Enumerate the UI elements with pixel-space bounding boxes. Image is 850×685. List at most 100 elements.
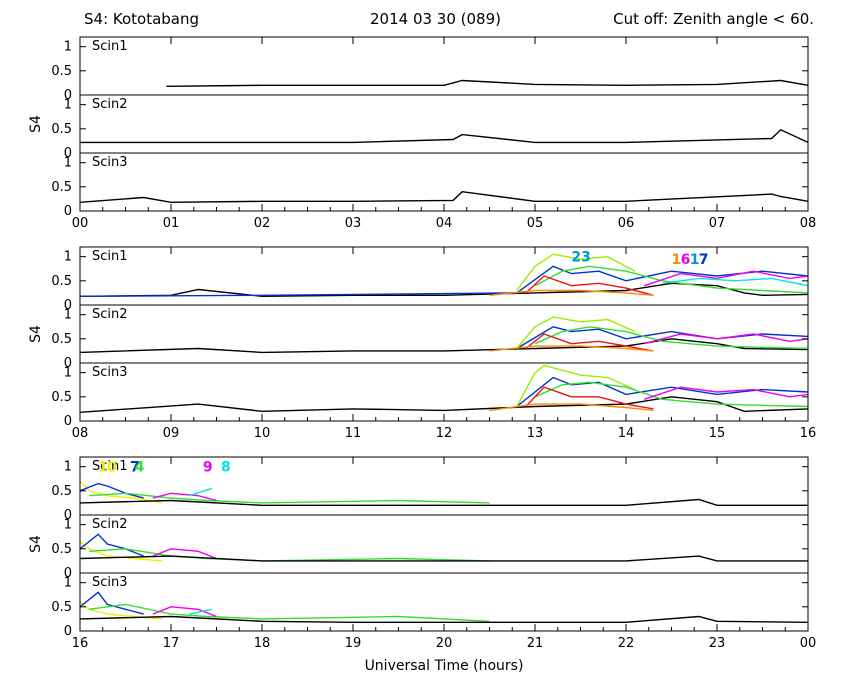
x-tick-label: 00 bbox=[72, 216, 89, 231]
series-line-g2-13 bbox=[89, 603, 490, 622]
series-line-g1-6 bbox=[643, 270, 809, 287]
series-line-g1-0 bbox=[79, 282, 809, 298]
y-tick-label: 0 bbox=[64, 88, 72, 103]
x-tick-label: 15 bbox=[709, 426, 726, 441]
x-tick-label: 18 bbox=[254, 636, 271, 651]
panel-frame bbox=[79, 94, 809, 154]
y-tick-label: 0.5 bbox=[51, 122, 72, 137]
panel-frame bbox=[79, 304, 809, 364]
series-line-g2-10 bbox=[79, 555, 808, 562]
x-tick-label: 03 bbox=[345, 216, 362, 231]
series-line-g1-18 bbox=[534, 381, 809, 408]
series-line-g0-1 bbox=[80, 128, 809, 144]
y-tick-label: 0 bbox=[64, 298, 72, 313]
series-line-g2-14 bbox=[152, 606, 217, 618]
series-line-g1-3 bbox=[534, 265, 809, 294]
x-tick-label: 02 bbox=[254, 216, 271, 231]
x-tick-label: 00 bbox=[800, 636, 817, 651]
series-line-g2-4 bbox=[188, 487, 213, 497]
series-line-g2-3 bbox=[152, 492, 217, 502]
x-tick-label: 22 bbox=[618, 636, 635, 651]
series-line-g2-2 bbox=[89, 492, 490, 504]
x-tick-label: 20 bbox=[436, 636, 453, 651]
y-tick-label: 1 bbox=[64, 98, 72, 113]
panel-frame bbox=[79, 456, 809, 516]
x-tick-label: 10 bbox=[254, 426, 271, 441]
y-tick-label: 1 bbox=[64, 250, 72, 265]
series-line-g2-9 bbox=[152, 548, 217, 560]
series-line-g2-12 bbox=[79, 591, 144, 615]
y-tick-label: 0.5 bbox=[51, 390, 72, 405]
prn-label: 7 bbox=[130, 460, 140, 476]
series-line-g1-11 bbox=[534, 326, 809, 350]
y-tick-label: 0 bbox=[64, 146, 72, 161]
series-line-g1-7 bbox=[662, 277, 809, 287]
series-line-g1-5 bbox=[489, 289, 654, 296]
series-line-g1-19 bbox=[525, 386, 654, 410]
series-line-g1-2 bbox=[516, 253, 636, 291]
y-tick-label: 1 bbox=[64, 576, 72, 591]
y-tick-label: 1 bbox=[64, 366, 72, 381]
series-line-g2-5 bbox=[79, 498, 808, 506]
x-tick-label: 19 bbox=[345, 636, 362, 651]
x-tick-label: 23 bbox=[709, 636, 726, 651]
series-line-g1-1 bbox=[79, 265, 809, 297]
x-tick-label: 05 bbox=[527, 216, 544, 231]
scin-label: Scin2 bbox=[92, 97, 128, 112]
series-line-g2-0 bbox=[79, 480, 163, 504]
x-tick-label: 14 bbox=[618, 426, 635, 441]
x-tick-label: 17 bbox=[163, 636, 180, 651]
prn-label: 0 bbox=[107, 460, 117, 476]
series-line-g0-0 bbox=[166, 79, 809, 87]
y-tick-label: 0 bbox=[64, 624, 72, 639]
y-tick-label: 1 bbox=[64, 518, 72, 533]
prn-label: 7 bbox=[699, 252, 709, 268]
series-line-g1-13 bbox=[489, 345, 654, 352]
y-tick-label: 1 bbox=[64, 460, 72, 475]
cutoff-title: Cut off: Zenith angle < 60. bbox=[613, 10, 814, 28]
y-tick-label: 0.5 bbox=[51, 484, 72, 499]
x-tick-label: 04 bbox=[436, 216, 453, 231]
x-tick-label: 01 bbox=[163, 216, 180, 231]
series-line-g1-14 bbox=[644, 333, 809, 345]
series-line-g2-15 bbox=[189, 608, 213, 615]
y-tick-label: 1 bbox=[64, 156, 72, 171]
series-line-g2-16 bbox=[79, 615, 809, 623]
series-line-g2-6 bbox=[79, 541, 162, 562]
x-tick-label: 16 bbox=[800, 426, 817, 441]
y-tick-label: 0 bbox=[64, 508, 72, 523]
x-tick-label: 06 bbox=[618, 216, 635, 231]
y-tick-label: 0.5 bbox=[51, 542, 72, 557]
series-line-g0-2 bbox=[79, 190, 809, 204]
series-line-g1-17 bbox=[516, 364, 636, 407]
x-tick-label: 11 bbox=[345, 426, 362, 441]
scin-label: Scin2 bbox=[92, 517, 128, 532]
prn-label: 23 bbox=[571, 250, 590, 266]
series-line-g2-1 bbox=[79, 482, 144, 499]
y-tick-label: 0.5 bbox=[51, 180, 72, 195]
x-tick-label: 21 bbox=[527, 636, 544, 651]
y-tick-label: 1 bbox=[64, 308, 72, 323]
station-title: S4: Kototabang bbox=[84, 10, 200, 28]
scin-label: Scin1 bbox=[92, 249, 128, 264]
y-axis-label: S4 bbox=[28, 115, 44, 133]
prn-label: 6 bbox=[681, 252, 691, 268]
prn-label: 1 bbox=[672, 252, 682, 268]
y-axis-label: S4 bbox=[28, 535, 44, 553]
series-line-g1-10 bbox=[516, 316, 636, 349]
x-tick-label: 12 bbox=[436, 426, 453, 441]
y-tick-label: 0.5 bbox=[51, 332, 72, 347]
scin-label: Scin3 bbox=[92, 365, 128, 380]
scin-label: Scin2 bbox=[92, 307, 128, 322]
y-tick-label: 0.5 bbox=[51, 600, 72, 615]
y-axis-label: S4 bbox=[28, 325, 44, 343]
series-line-g2-7 bbox=[79, 533, 144, 557]
series-line-g1-9 bbox=[516, 326, 809, 350]
scin-label: Scin1 bbox=[92, 39, 128, 54]
y-tick-label: 0 bbox=[64, 204, 72, 219]
x-tick-label: 09 bbox=[163, 426, 180, 441]
series-line-g1-12 bbox=[525, 333, 654, 352]
scin-label: Scin3 bbox=[92, 155, 128, 170]
